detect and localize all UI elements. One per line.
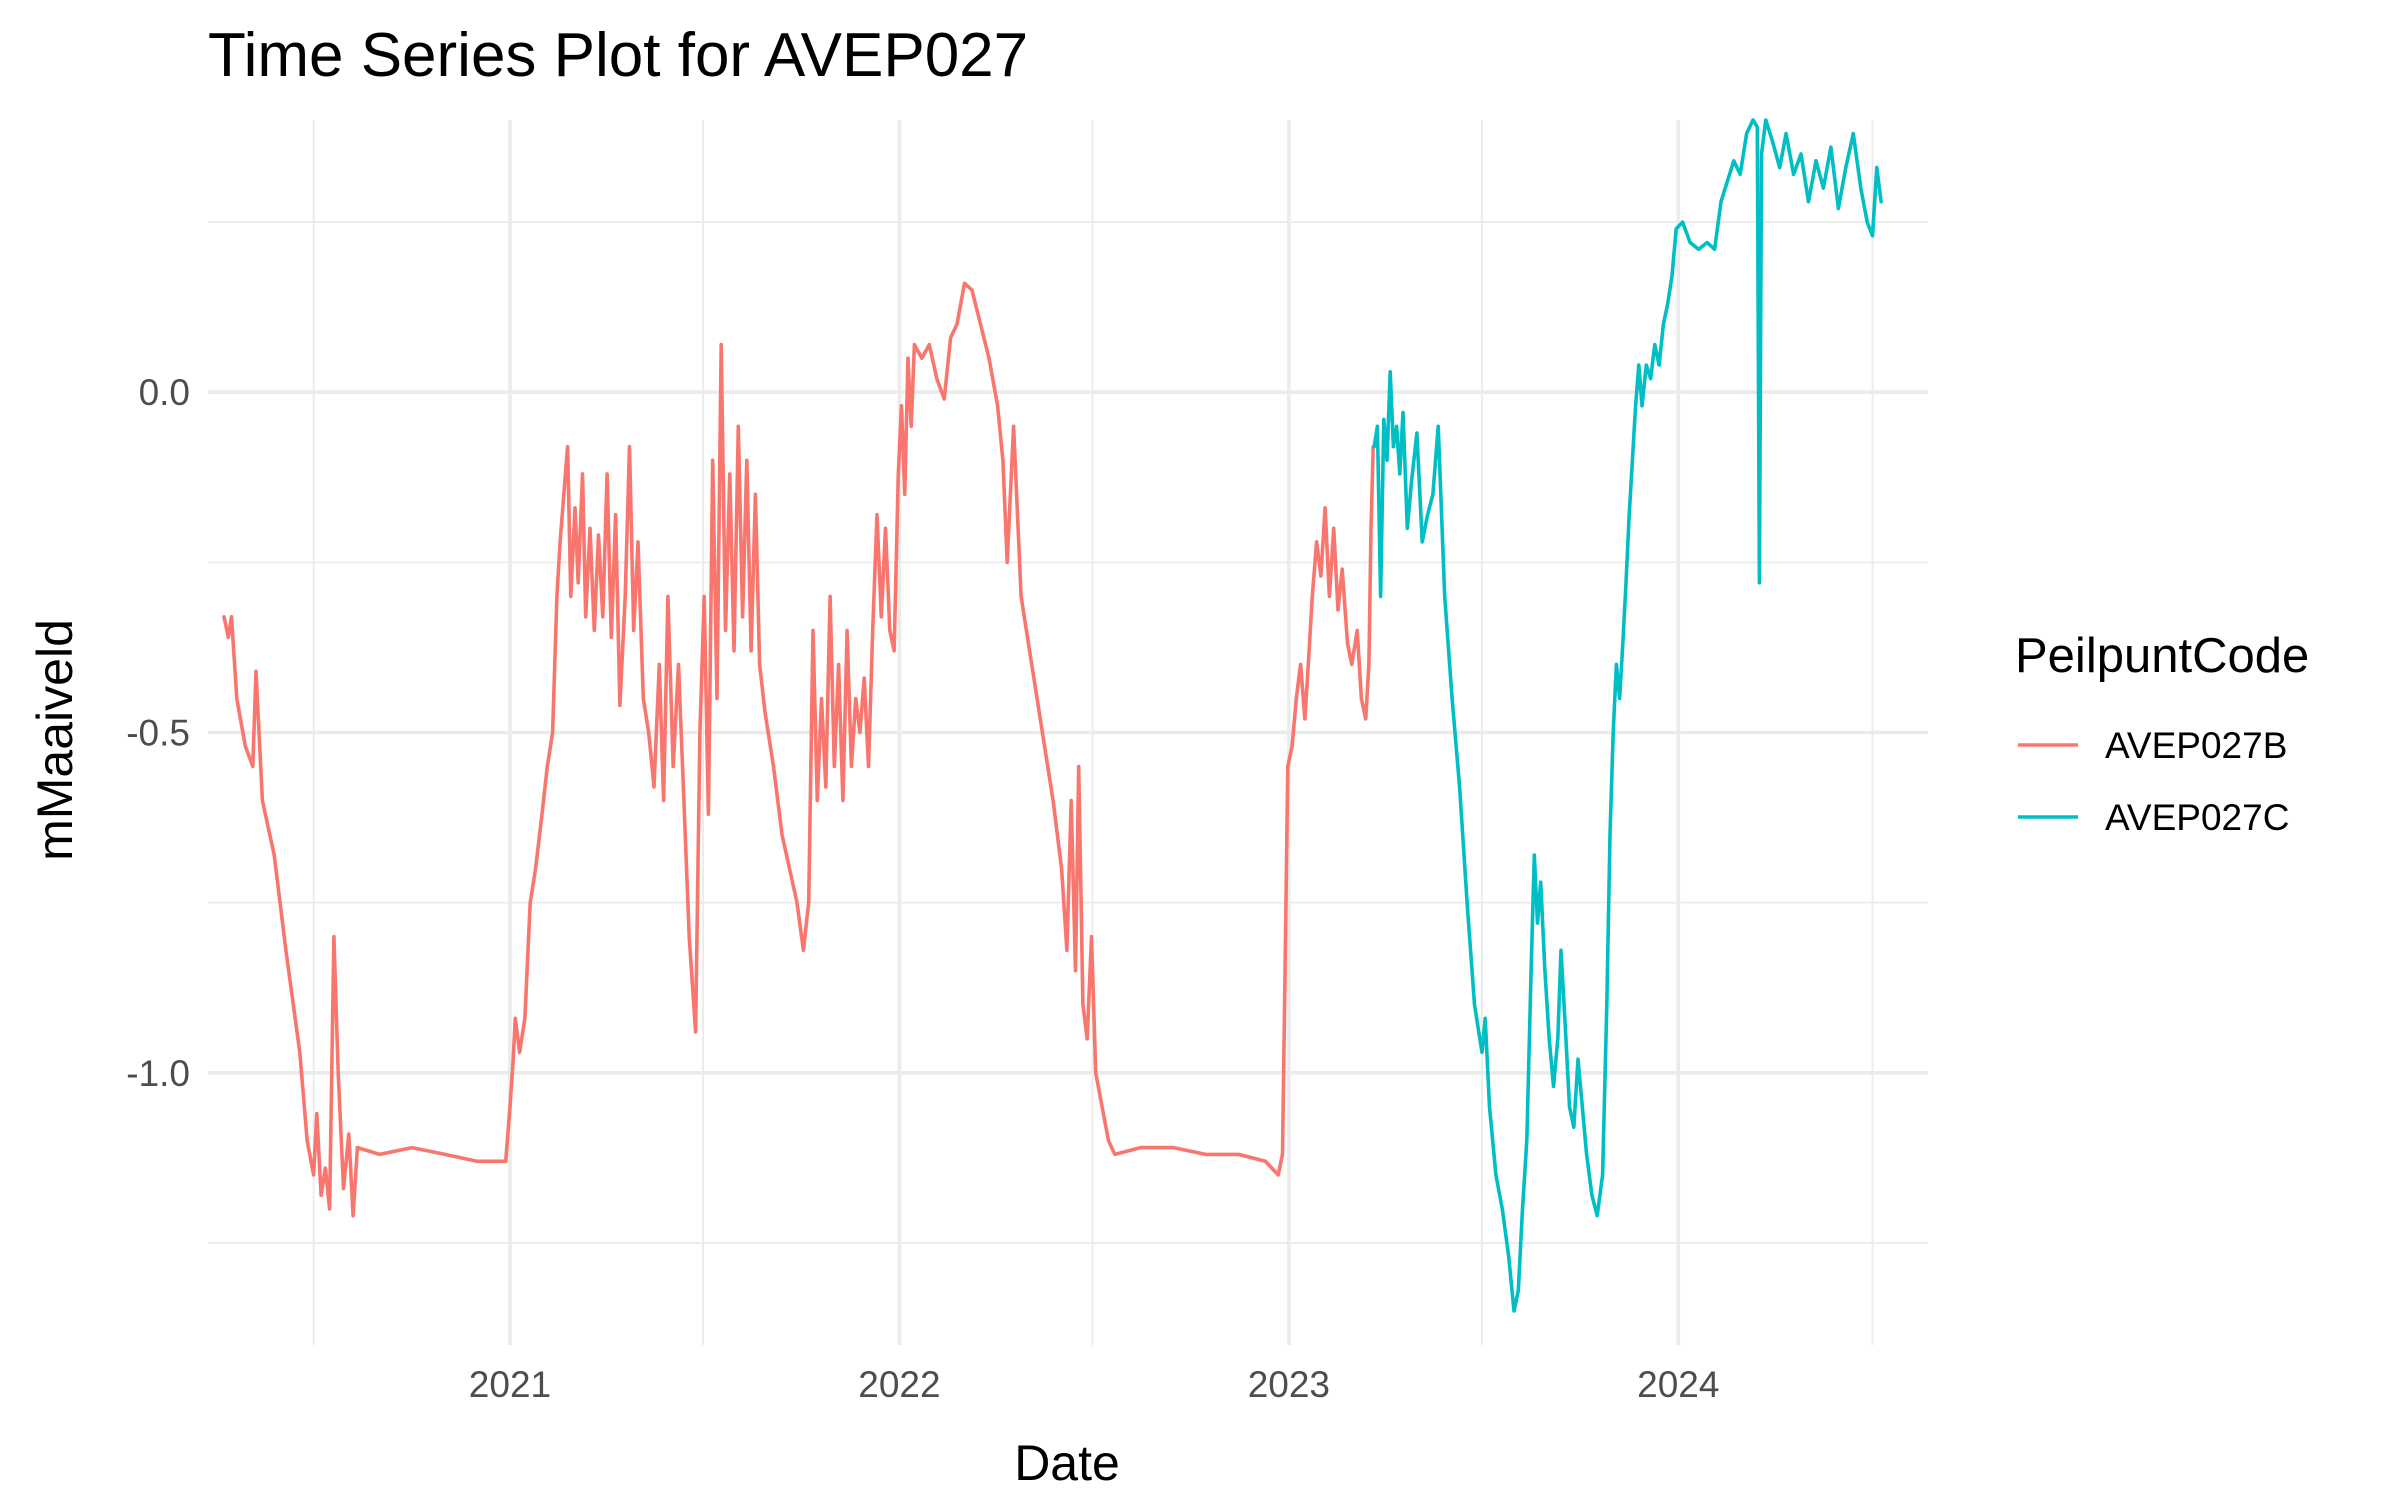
y-axis-title: mMaaiveld bbox=[27, 619, 83, 861]
y-tick-label: -0.5 bbox=[126, 713, 190, 754]
y-tick-label: -1.0 bbox=[126, 1053, 190, 1094]
x-tick-label: 2024 bbox=[1637, 1364, 1719, 1405]
x-axis-title: Date bbox=[1014, 1435, 1120, 1491]
x-tick-label: 2022 bbox=[858, 1364, 940, 1405]
axis-layer: 0.0 -0.5 -1.0 2021 2022 2023 2024 bbox=[126, 372, 1719, 1405]
series-layer bbox=[222, 118, 1883, 1313]
legend: PeilpuntCode AVEP027B AVEP027C bbox=[2015, 629, 2309, 838]
grid-layer bbox=[208, 120, 1928, 1345]
series-line-avep027c bbox=[1372, 118, 1883, 1313]
legend-label-avep027b: AVEP027B bbox=[2105, 725, 2287, 766]
x-tick-label: 2023 bbox=[1248, 1364, 1330, 1405]
y-tick-label: 0.0 bbox=[139, 372, 190, 413]
x-tick-label: 2021 bbox=[469, 1364, 551, 1405]
chart-title: Time Series Plot for AVEP027 bbox=[208, 21, 1028, 90]
legend-title: PeilpuntCode bbox=[2015, 629, 2309, 683]
legend-label-avep027c: AVEP027C bbox=[2105, 797, 2289, 838]
legend-items: AVEP027B AVEP027C bbox=[2018, 725, 2289, 838]
series-line-avep027b bbox=[222, 281, 1375, 1218]
